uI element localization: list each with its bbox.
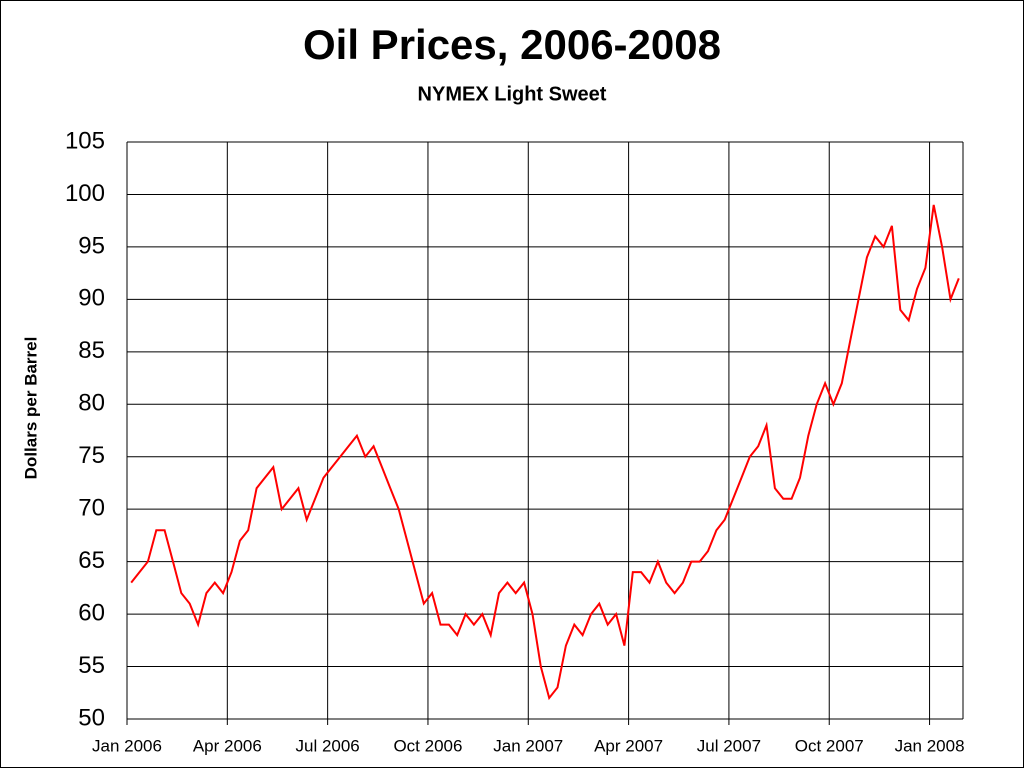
x-tick-label: Jul 2006 (295, 736, 359, 755)
x-tick-label: Jan 2008 (895, 736, 965, 755)
chart-subtitle: NYMEX Light Sweet (418, 83, 607, 105)
x-tick-label: Oct 2006 (393, 736, 462, 755)
y-tick-label: 60 (78, 599, 105, 626)
y-axis-label: Dollars per Barrel (21, 337, 40, 480)
y-tick-label: 105 (65, 127, 105, 154)
y-tick-label: 100 (65, 180, 105, 207)
x-tick-label: Jan 2007 (493, 736, 563, 755)
y-tick-label: 65 (78, 547, 105, 574)
y-tick-label: 80 (78, 390, 105, 417)
x-tick-label: Apr 2007 (594, 736, 663, 755)
y-tick-label: 75 (78, 442, 105, 469)
y-tick-label: 90 (78, 285, 105, 312)
x-tick-label: Apr 2006 (193, 736, 262, 755)
x-tick-label: Oct 2007 (795, 736, 864, 755)
y-tick-label: 95 (78, 232, 105, 259)
x-tick-label: Jul 2007 (697, 736, 761, 755)
x-tick-label: Jan 2006 (92, 736, 162, 755)
price-line (130, 204, 960, 701)
y-tick-label: 85 (78, 337, 105, 364)
chart-title: Oil Prices, 2006-2008 (303, 21, 721, 68)
y-tick-label: 70 (78, 495, 105, 522)
y-tick-label: 55 (78, 652, 105, 679)
y-tick-label: 50 (78, 704, 105, 731)
